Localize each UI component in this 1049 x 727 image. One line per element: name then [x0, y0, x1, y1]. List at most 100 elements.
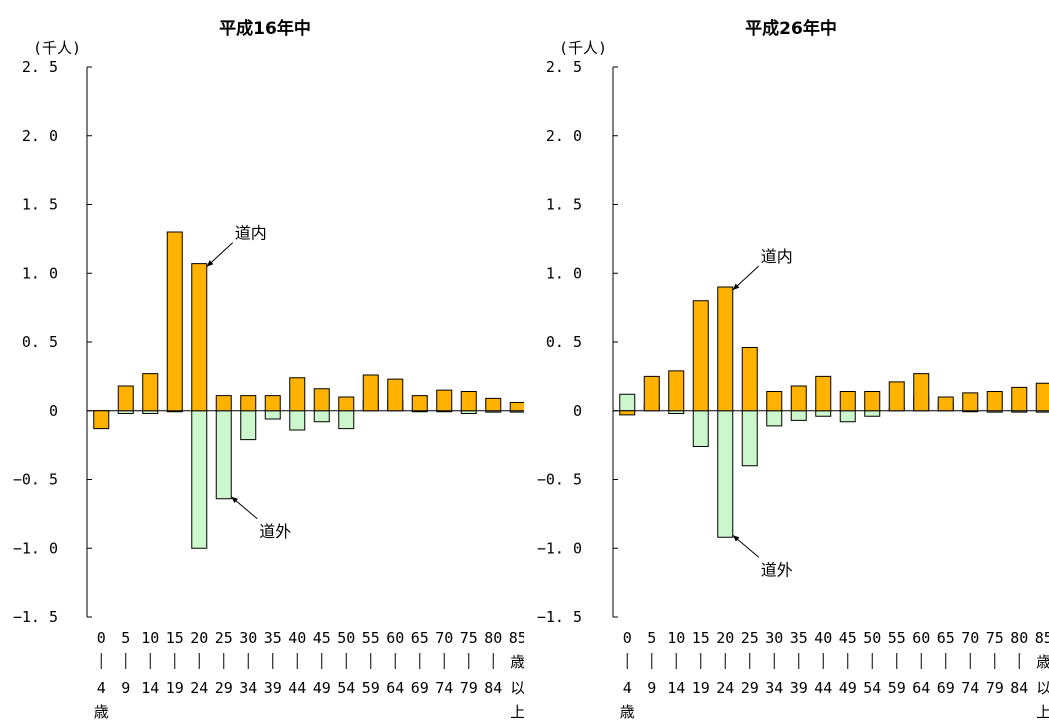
bar-dounai	[313, 388, 330, 412]
y-tick-label: −0. 5	[13, 471, 58, 489]
category-label-top: 45	[839, 629, 857, 647]
category-label-bottom: 14	[667, 679, 685, 697]
bar-dounai	[264, 395, 281, 412]
category-label-bottom: 74	[961, 679, 979, 697]
y-tick-label: 2. 5	[546, 58, 582, 76]
category-label-top: 30	[765, 629, 783, 647]
category-label-bottom: 19	[692, 679, 710, 697]
y-tick-label: −1. 5	[537, 608, 582, 626]
category-label-bottom: 44	[288, 679, 306, 697]
bar-dounai	[338, 396, 355, 412]
category-label-top: 25	[741, 629, 759, 647]
bar-dounai	[240, 395, 257, 412]
y-tick-label: 1. 0	[546, 264, 582, 282]
annotation-label: 道外	[761, 560, 793, 579]
bar-dounai	[692, 300, 709, 412]
category-label-bottom: 34	[765, 679, 783, 697]
bar-dounai	[888, 381, 905, 412]
category-label-bottom: 34	[239, 679, 257, 697]
category-label-top: 55	[888, 629, 906, 647]
bar-dogai	[766, 410, 783, 427]
category-label-bottom: 59	[888, 679, 906, 697]
y-tick-label: −1. 5	[13, 608, 58, 626]
category-label-top: 75	[460, 629, 478, 647]
bar-dounai	[619, 410, 636, 416]
bar-dogai	[338, 410, 355, 430]
y-tick-label: −1. 0	[13, 539, 58, 557]
bar-dounai	[387, 378, 404, 412]
annotation-arrowhead	[206, 260, 214, 267]
category-label-bottom: 79	[460, 679, 478, 697]
y-tick-label: 0	[49, 402, 58, 420]
category-suffix: 歳	[94, 703, 109, 721]
bar-dounai	[215, 395, 232, 412]
category-label-bottom: 74	[435, 679, 453, 697]
bar-dogai	[264, 410, 281, 420]
annotation-arrowhead	[732, 283, 740, 290]
bar-dounai	[790, 385, 807, 412]
category-label-top: 20	[716, 629, 734, 647]
y-tick-label: 0. 5	[546, 333, 582, 351]
category-label-bottom: 49	[839, 679, 857, 697]
bar-dounai	[668, 370, 685, 412]
bar-dogai	[741, 410, 758, 467]
category-label-top: 35	[790, 629, 808, 647]
category-label-bottom: 59	[362, 679, 380, 697]
category-label-bottom: 9	[121, 679, 130, 697]
bar-dogai	[790, 410, 807, 421]
bar-dounai	[643, 375, 660, 412]
category-label-bottom: 24	[190, 679, 208, 697]
bar-dogai	[864, 410, 881, 417]
bar-dogai	[717, 410, 734, 538]
bar-dounai	[166, 231, 183, 412]
y-unit-label: (千人)	[33, 39, 81, 57]
category-label-bottom: 4	[97, 679, 106, 697]
category-suffix: 上	[510, 703, 524, 721]
category-label-top: 10	[141, 629, 159, 647]
bar-dounai	[191, 263, 208, 412]
category-label-bottom: 19	[166, 679, 184, 697]
bar-dogai	[619, 393, 636, 412]
bar-dounai	[913, 373, 930, 412]
bar-dounai	[509, 402, 524, 412]
y-tick-label: 0	[573, 402, 582, 420]
annotation-arrowhead	[732, 535, 740, 542]
category-label-top: 70	[435, 629, 453, 647]
y-tick-label: 2. 0	[22, 127, 58, 145]
category-label-bottom: 54	[337, 679, 355, 697]
bar-dounai	[289, 377, 306, 412]
category-label-top: 0	[97, 629, 106, 647]
chart-title: 平成26年中	[745, 18, 837, 39]
bar-dounai	[986, 391, 1003, 412]
category-label-top: 25	[215, 629, 233, 647]
category-label-top: 45	[313, 629, 331, 647]
category-label-bottom: 44	[814, 679, 832, 697]
category-label-top: 60	[386, 629, 404, 647]
category-label-bottom: 9	[647, 679, 656, 697]
category-label-bottom: 79	[986, 679, 1004, 697]
bar-dounai	[362, 374, 379, 412]
category-label-bottom: 29	[215, 679, 233, 697]
category-label-bottom: 84	[1010, 679, 1028, 697]
category-suffix: 歳	[1036, 653, 1049, 671]
category-label-bottom: 29	[741, 679, 759, 697]
bar-dogai	[191, 410, 208, 549]
bar-dogai	[289, 410, 306, 431]
category-label-top: 85	[1035, 629, 1049, 647]
bar-dogai	[839, 410, 856, 423]
bar-dounai	[411, 395, 428, 412]
category-label-top: 10	[667, 629, 685, 647]
annotation-label: 道内	[761, 247, 793, 266]
category-label-top: 20	[190, 629, 208, 647]
category-suffix: 上	[1036, 703, 1049, 721]
y-tick-label: 1. 5	[22, 196, 58, 214]
category-label-top: 85	[509, 629, 524, 647]
bar-dogai	[215, 410, 232, 500]
category-label-top: 65	[937, 629, 955, 647]
y-tick-label: 1. 5	[546, 196, 582, 214]
chart-heisei16: 平成16年中 (千人)2. 5 2. 0 1. 5 1. 0 0. 5 0 −0. 5 −1. …	[13, 18, 524, 721]
category-suffix: 歳	[510, 653, 524, 671]
category-label-top: 75	[986, 629, 1004, 647]
category-suffix: 歳	[620, 703, 635, 721]
bar-dounai	[436, 389, 453, 412]
